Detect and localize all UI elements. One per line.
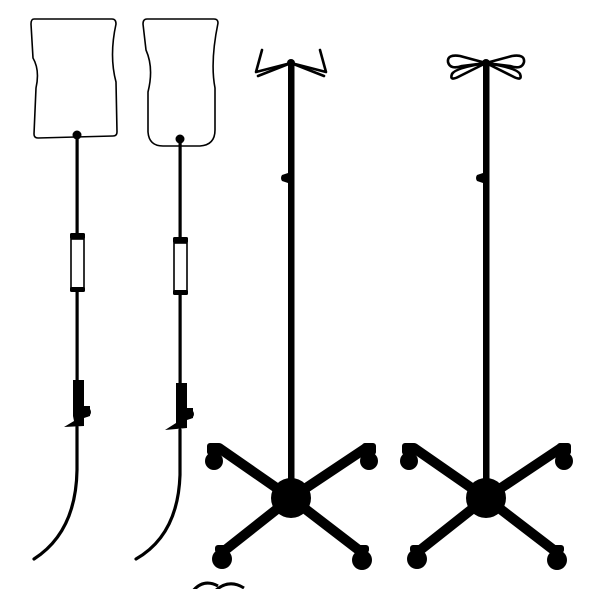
iv-stand-2 [400, 54, 573, 570]
stand-base-hub [271, 478, 311, 518]
roller-wheel-icon [81, 407, 91, 417]
hanger-hooks-icon [254, 48, 328, 78]
iv-stand-1 [205, 48, 378, 570]
tube-coil-fragment [192, 581, 245, 589]
caster-wheels-icon [205, 443, 378, 570]
drip-chamber-cap-bottom [173, 290, 188, 295]
drip-chamber-cap-top [70, 233, 85, 239]
drip-tube-upper [75, 137, 79, 233]
roller-clamp-icon [64, 380, 90, 427]
roller-clamp-icon [165, 383, 193, 430]
stand-pole [483, 63, 490, 488]
drip-tube-middle [178, 295, 182, 383]
stand-pole [288, 63, 295, 488]
height-knob-icon [281, 173, 288, 183]
drip-chamber-icon [70, 238, 85, 289]
iv-bag-icon [30, 18, 118, 139]
drip-tube-lower [134, 428, 182, 561]
iv-bag-set-1 [30, 18, 118, 561]
height-knob-icon [476, 173, 483, 183]
drip-tube-upper [178, 141, 182, 237]
drip-tube-middle [75, 292, 79, 382]
drip-chamber-cap-bottom [70, 287, 85, 292]
drip-chamber-icon [173, 242, 188, 292]
iv-bag-set-2 [134, 18, 219, 561]
caster-wheels-icon [400, 443, 573, 570]
drip-tube-lower [32, 425, 79, 561]
hanger-hooks-icon [446, 54, 526, 80]
bag-port-icon [175, 134, 185, 144]
stand-base-hub [466, 478, 506, 518]
bag-port-icon [72, 130, 82, 140]
drip-chamber-cap-top [173, 237, 188, 243]
roller-wheel-icon [184, 409, 194, 419]
iv-bag-icon [142, 18, 219, 147]
